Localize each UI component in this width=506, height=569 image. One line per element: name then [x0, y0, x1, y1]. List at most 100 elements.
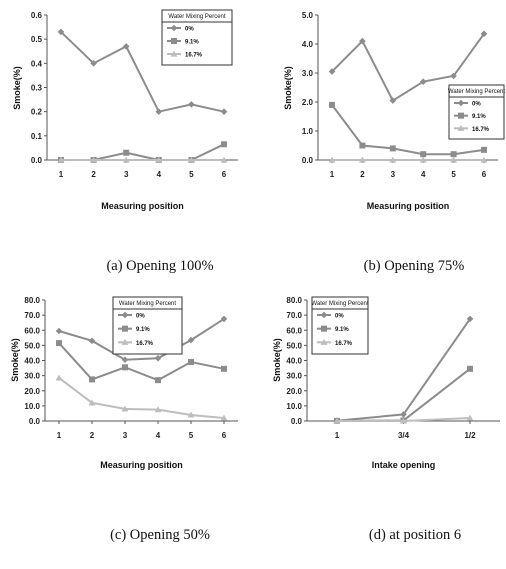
- y-tick-label: 0.6: [31, 11, 43, 20]
- y-axis-title: Smoke(%): [10, 338, 20, 382]
- legend-marker-1: [321, 325, 327, 332]
- data-point-2-0: [55, 374, 63, 381]
- x-tick-label: 1: [335, 431, 340, 440]
- x-tick-label: 3/4: [398, 431, 410, 440]
- data-point-1-5: [221, 365, 227, 372]
- data-point-1-5: [481, 146, 487, 153]
- data-point-1-2: [467, 365, 473, 372]
- data-point-2-4: [188, 156, 195, 163]
- data-point-0-1: [400, 411, 407, 418]
- data-point-2-1: [88, 399, 96, 406]
- y-tick-label: 0.2: [31, 108, 43, 117]
- y-tick-label: 0.0: [29, 417, 41, 426]
- legend-label-1: 9.1%: [136, 327, 150, 333]
- legend: Water Mixing Percent 0% 9.1% 16.7%: [161, 9, 233, 66]
- data-point-0-4: [188, 101, 195, 108]
- y-tick-label: 5.0: [302, 11, 314, 20]
- legend-label-0: 0%: [472, 102, 481, 108]
- x-tick-label: 1: [59, 170, 64, 179]
- legend-title: Water Mixing Percent: [448, 89, 505, 95]
- y-tick-label: 60.0: [24, 326, 40, 335]
- data-point-2-2: [389, 156, 397, 163]
- chart-c: 0.0 10.0 20.0 30.0 40.0 50.0 60.0 70.0 80.0 1 2 3 4 5…: [10, 296, 238, 543]
- chart-a: 0.0 0.1 0.2 0.3 0.4 0.5 0.6 1 2 3 4 5 6 Measuring pos…: [12, 9, 238, 274]
- legend-marker-2: [121, 338, 129, 345]
- series-line-1: [58, 342, 225, 382]
- y-tick-label: 10.0: [286, 402, 302, 411]
- legend: Water Mixing Percent 0% 9.1% 16.7%: [311, 296, 369, 355]
- x-tick-label: 4: [421, 170, 426, 179]
- data-point-2-2: [122, 156, 130, 163]
- legend-label-2: 16.7%: [472, 127, 490, 133]
- data-point-0-4: [187, 336, 195, 344]
- series-line-0: [58, 318, 225, 361]
- legend-label-0: 0%: [335, 314, 344, 320]
- y-tick-label: 20.0: [286, 387, 302, 396]
- data-point-1-0: [56, 340, 62, 347]
- legend-marker-2: [170, 50, 178, 57]
- data-point-0-4: [450, 72, 457, 80]
- y-tick-label: 10.0: [24, 402, 40, 411]
- data-point-0-0: [328, 68, 336, 75]
- legend-title: Water Mixing Percent: [119, 301, 176, 307]
- data-point-2-1: [90, 156, 97, 163]
- data-point-1-2: [122, 364, 128, 371]
- data-point-2-3: [419, 156, 427, 163]
- x-tick-label: 1/2: [464, 431, 476, 440]
- legend-marker-0: [170, 24, 178, 32]
- data-point-2-5: [480, 156, 488, 163]
- data-point-2-1: [359, 156, 366, 163]
- data-point-2-3: [155, 156, 163, 163]
- data-point-0-2: [389, 97, 397, 104]
- x-tick-label: 6: [222, 170, 227, 179]
- legend-label-2: 16.7%: [136, 341, 154, 347]
- legend-marker-1: [458, 112, 464, 119]
- legend-marker-2: [457, 124, 465, 131]
- data-point-2-4: [187, 411, 195, 418]
- legend-marker-0: [320, 311, 328, 319]
- data-point-2-3: [154, 406, 162, 413]
- x-tick-label: 5: [451, 170, 456, 179]
- y-tick-label: 0.4: [31, 59, 43, 68]
- y-tick-label: 80.0: [286, 296, 302, 305]
- data-point-0-1: [359, 37, 366, 45]
- data-point-0-2: [122, 43, 130, 50]
- x-tick-label: 4: [156, 431, 161, 440]
- data-point-0-0: [57, 28, 65, 36]
- x-axis-title: Intake opening: [372, 460, 436, 470]
- figure-caption: (c) Opening 50%: [110, 527, 210, 543]
- data-point-1-4: [188, 359, 194, 366]
- y-tick-label: 1.0: [302, 127, 314, 136]
- data-point-1-1: [89, 376, 95, 383]
- legend: Water Mixing Percent 0% 9.1% 16.7%: [112, 296, 183, 355]
- legend-label-2: 16.7%: [335, 341, 353, 347]
- y-tick-label: 20.0: [24, 387, 40, 396]
- legend-marker-1: [171, 38, 177, 44]
- series-line-1: [61, 143, 225, 161]
- y-axis-title: Smoke(%): [272, 338, 282, 382]
- data-point-1-3: [420, 151, 427, 158]
- data-point-2-1: [400, 417, 407, 424]
- x-tick-label: 2: [90, 431, 95, 440]
- y-tick-label: 2.0: [302, 98, 314, 107]
- x-tick-label: 3: [123, 431, 128, 440]
- y-tick-label: 80.0: [24, 296, 40, 305]
- legend-label-1: 9.1%: [472, 114, 486, 120]
- legend-label-2: 16.7%: [185, 53, 203, 59]
- data-point-2-2: [121, 405, 129, 412]
- y-tick-label: 0.0: [302, 156, 314, 165]
- data-point-0-3: [155, 108, 163, 115]
- legend-marker-1: [122, 325, 128, 332]
- figure-caption: (d) at position 6: [369, 527, 461, 543]
- y-tick-label: 0.0: [291, 417, 303, 426]
- y-tick-label: 0.1: [31, 132, 43, 141]
- y-tick-label: 70.0: [286, 311, 302, 320]
- data-point-2-0: [333, 417, 341, 424]
- legend-title: Water Mixing Percent: [311, 301, 368, 307]
- series-line-2: [58, 377, 225, 419]
- y-tick-label: 70.0: [24, 311, 40, 320]
- x-axis-title: Measuring position: [367, 201, 450, 211]
- data-point-1-3: [155, 377, 161, 384]
- x-axis-title: Measuring position: [100, 460, 183, 470]
